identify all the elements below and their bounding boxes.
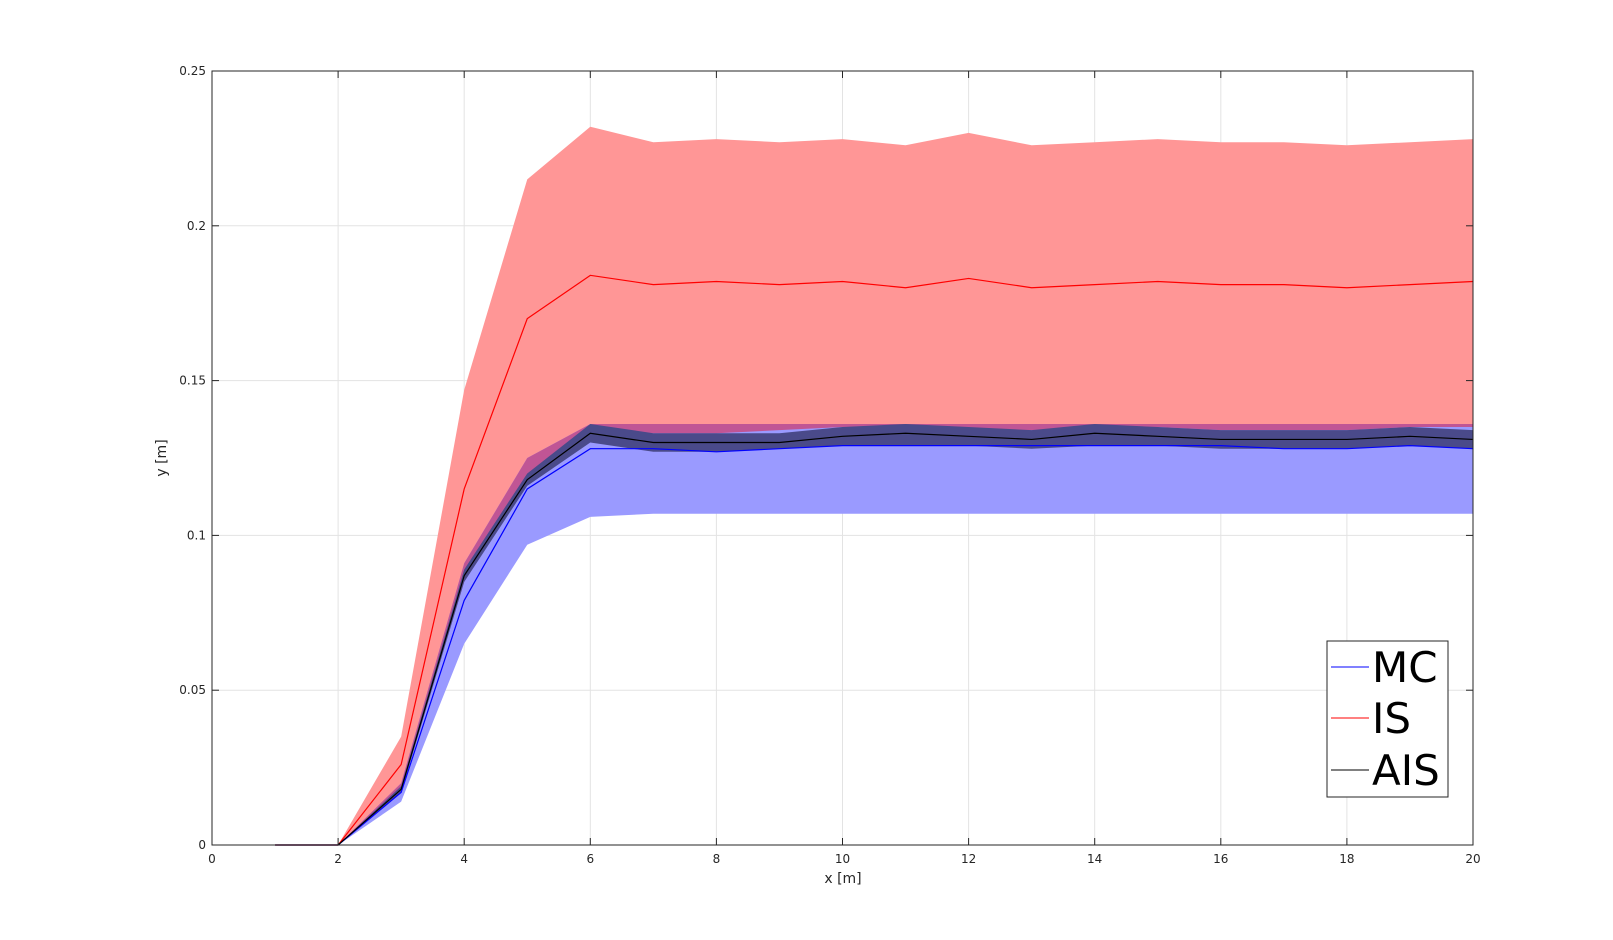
- x-tick-label: 2: [334, 852, 342, 866]
- x-tick-label: 14: [1087, 852, 1102, 866]
- x-tick-label: 0: [208, 852, 216, 866]
- confidence-bands: [275, 126, 1473, 845]
- y-tick-label: 0.25: [179, 64, 206, 78]
- x-tick-label: 8: [713, 852, 721, 866]
- legend-label-is: IS: [1372, 694, 1411, 743]
- is-confidence-band: [275, 126, 1473, 845]
- series-line-is: [275, 274, 1474, 846]
- x-tick-label: 4: [460, 852, 468, 866]
- x-tick-label: 12: [961, 852, 976, 866]
- y-tick-label: 0.2: [187, 219, 206, 233]
- y-tick-label: 0.15: [179, 374, 206, 388]
- mc-confidence-band: [275, 423, 1473, 845]
- tick-labels: 0 2 4 6 8 10 12 14 16 18 20 0 0.05 0.1 0.15 0.2 0.25: [179, 64, 1480, 866]
- legend-label-ais: AIS: [1372, 746, 1440, 795]
- y-axis-label: y [m]: [154, 439, 170, 476]
- x-tick-label: 20: [1465, 852, 1480, 866]
- series-line-ais: [275, 432, 1474, 846]
- legend-label-mc: MC: [1372, 643, 1438, 692]
- x-axis-label: x [m]: [824, 871, 861, 887]
- x-tick-label: 18: [1339, 852, 1354, 866]
- axes: [211, 70, 1474, 846]
- y-tick-label: 0.05: [179, 683, 206, 697]
- series-lines: [275, 274, 1474, 846]
- x-tick-label: 16: [1213, 852, 1228, 866]
- x-tick-label: 6: [586, 852, 594, 866]
- x-tick-label: 10: [835, 852, 850, 866]
- y-tick-label: 0: [198, 838, 206, 852]
- series-line-mc: [275, 445, 1474, 846]
- legend: MC IS AIS: [1326, 640, 1449, 798]
- y-tick-label: 0.1: [187, 528, 206, 542]
